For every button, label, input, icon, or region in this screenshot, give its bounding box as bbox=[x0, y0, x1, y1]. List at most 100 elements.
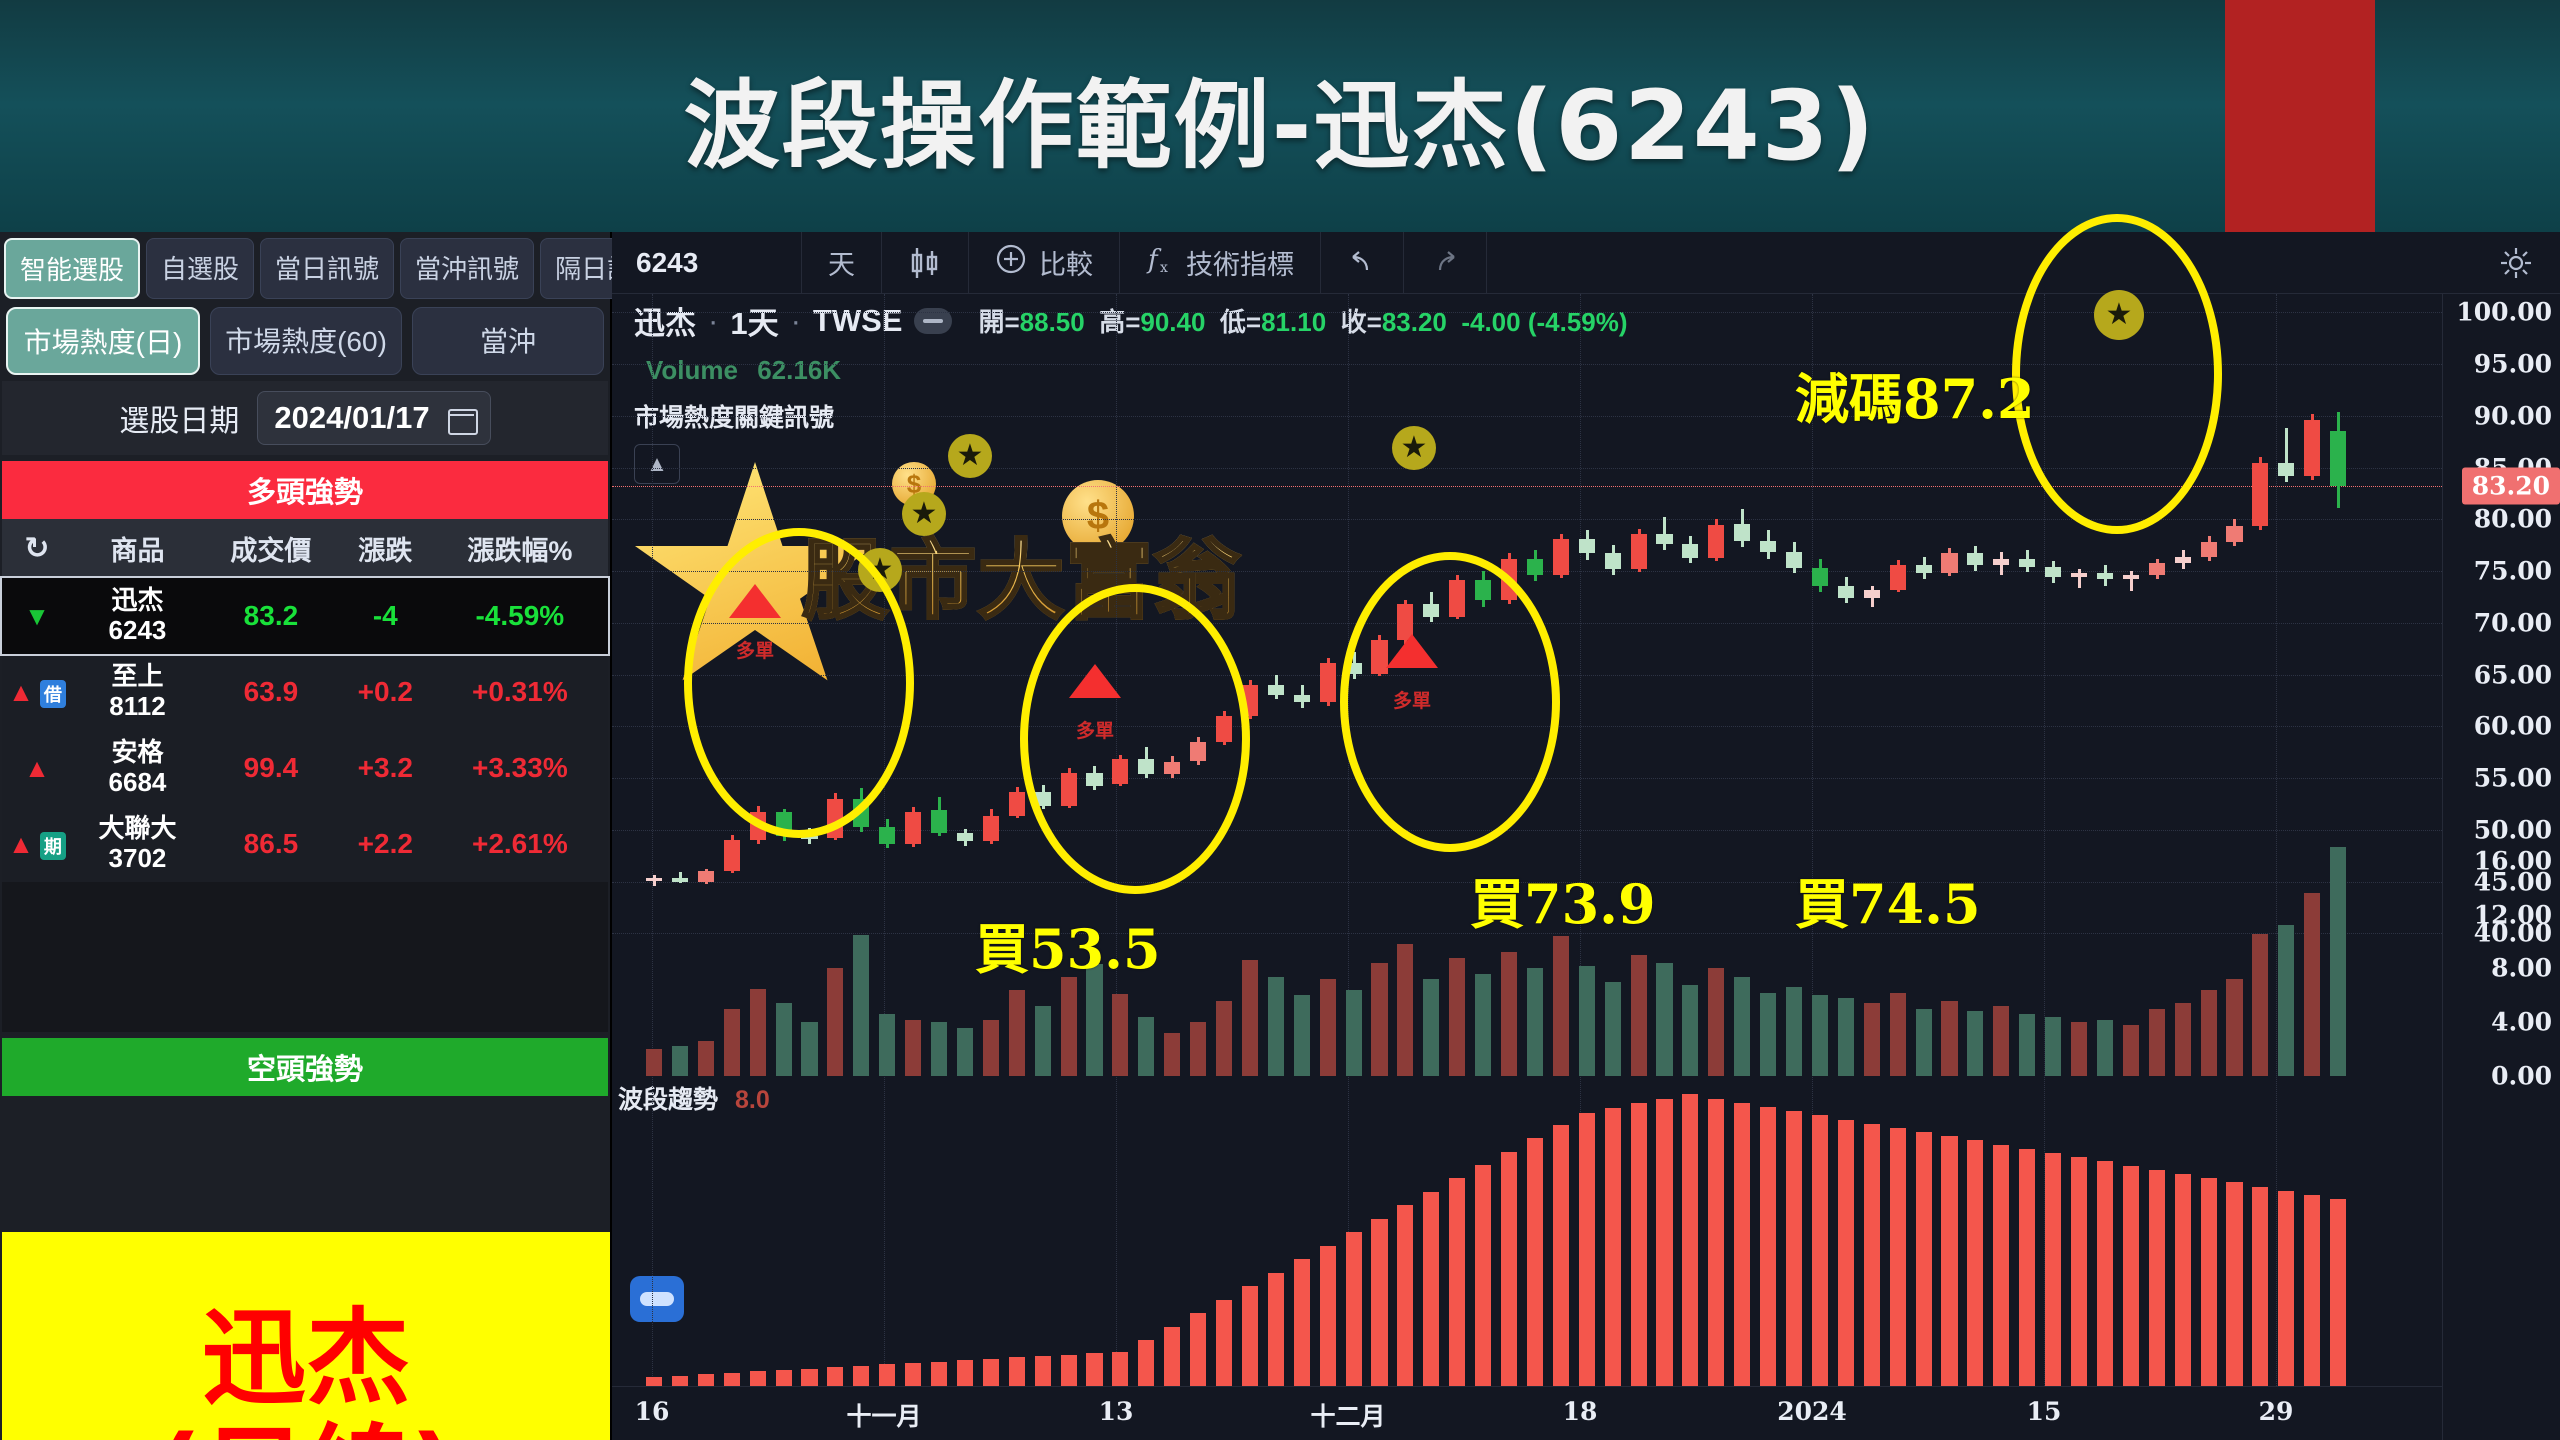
table-row[interactable]: ▲ 期 大聯大 3702 86.5 +2.2 +2.61% bbox=[2, 806, 608, 883]
symbol-search[interactable]: 6243 bbox=[612, 231, 802, 294]
interval-selector[interactable]: 天 bbox=[802, 231, 882, 294]
candle-body bbox=[1682, 544, 1699, 558]
long-strength-header: 多頭強勢 bbox=[2, 461, 608, 519]
volume-tick: 8.00 bbox=[2491, 953, 2552, 983]
candle-body bbox=[671, 878, 688, 882]
candle-body bbox=[1552, 538, 1569, 576]
trend-bar bbox=[2278, 1190, 2295, 1386]
trend-bar bbox=[1267, 1272, 1284, 1386]
cloud-upload-icon[interactable] bbox=[630, 1276, 684, 1322]
candle-body bbox=[2252, 463, 2269, 526]
trend-bar bbox=[1656, 1098, 1673, 1386]
candle-body bbox=[1630, 533, 1647, 569]
short-strength-header: 空頭強勢 bbox=[2, 1038, 608, 1097]
highlight-ellipse bbox=[1340, 552, 1560, 852]
price-tick: 65.00 bbox=[2473, 660, 2552, 690]
row-price: 99.4 bbox=[243, 752, 299, 784]
volume-bar bbox=[1811, 995, 1828, 1076]
trend-bar bbox=[2122, 1165, 2139, 1386]
candle bbox=[1293, 684, 1310, 708]
volume-bar bbox=[1034, 1006, 1051, 1076]
trend-bar bbox=[2174, 1173, 2191, 1386]
column-header-3[interactable]: 漲跌幅% bbox=[431, 519, 608, 578]
candle bbox=[671, 872, 688, 883]
volume-bar bbox=[1345, 989, 1362, 1076]
chart-plot-area[interactable]: $ $ 股市大富翁 波段趨勢 8.0 ★★★★★多單多單多單買53.5買73.9… bbox=[612, 214, 2442, 1386]
volume-bar bbox=[1112, 994, 1129, 1076]
price-axis[interactable]: 100.0095.0090.0085.0080.0075.0070.0065.0… bbox=[2442, 294, 2560, 1440]
hide-icon[interactable] bbox=[914, 307, 953, 334]
settings-button[interactable] bbox=[2472, 232, 2560, 294]
column-header-2[interactable]: 漲跌 bbox=[338, 519, 432, 578]
table-row[interactable]: ▲ 安格 6684 99.4 +3.2 +3.33% bbox=[2, 730, 608, 807]
heat-tab-0[interactable]: 市場熱度(日) bbox=[6, 307, 200, 375]
table-row[interactable]: ▼ 迅杰 6243 83.2 -4 -4.59% bbox=[0, 575, 610, 657]
candlestick-icon[interactable] bbox=[882, 231, 969, 294]
volume-bar bbox=[2200, 989, 2217, 1076]
column-header-1[interactable]: 成交價 bbox=[202, 519, 339, 578]
table-row[interactable]: ▲ 借 至上 8112 63.9 +0.2 +0.31% bbox=[2, 654, 608, 731]
volume-bar bbox=[1708, 968, 1725, 1076]
trend-bar bbox=[1578, 1112, 1595, 1386]
candle bbox=[2278, 428, 2295, 483]
main-tab-1[interactable]: 自選股 bbox=[146, 238, 255, 299]
price-tick: 55.00 bbox=[2473, 763, 2552, 793]
volume-bar bbox=[1915, 1008, 1932, 1076]
main-tab-2[interactable]: 當日訊號 bbox=[260, 238, 395, 299]
volume-bar bbox=[749, 988, 766, 1076]
trend-bar bbox=[1837, 1119, 1854, 1386]
chevron-up-icon[interactable]: ▲ bbox=[634, 444, 680, 484]
trend-bar bbox=[1086, 1353, 1103, 1386]
candle bbox=[2045, 560, 2062, 584]
stock-callout-card: 迅杰 (日線) bbox=[2, 1232, 610, 1440]
trend-bar bbox=[723, 1372, 740, 1386]
callout-line-2: (日線) bbox=[154, 1416, 457, 1440]
candle bbox=[1889, 559, 1906, 592]
calendar-icon[interactable] bbox=[447, 405, 478, 435]
volume-bar bbox=[1837, 998, 1854, 1076]
heat-tab-1[interactable]: 市場熱度(60) bbox=[210, 307, 402, 375]
candle-body bbox=[1008, 791, 1025, 817]
volume-bar bbox=[1786, 987, 1803, 1076]
compare-button[interactable]: 比較 bbox=[969, 231, 1120, 294]
trend-bar bbox=[671, 1375, 688, 1386]
trend-bar bbox=[1501, 1151, 1518, 1386]
volume-label: Volume bbox=[646, 355, 738, 385]
volume-bar bbox=[2330, 847, 2347, 1076]
trend-bar bbox=[1060, 1354, 1077, 1386]
volume-bar bbox=[1190, 1022, 1207, 1076]
main-tab-0[interactable]: 智能選股 bbox=[4, 238, 141, 299]
volume-bar bbox=[905, 1019, 922, 1076]
candle-wick bbox=[678, 872, 682, 883]
candle-body bbox=[2174, 556, 2191, 563]
volume-bar bbox=[1241, 960, 1258, 1076]
row-change-pct: +3.33% bbox=[471, 752, 568, 784]
time-axis[interactable]: 16 十一月 13 十二月 18 2024 15 29 bbox=[612, 1386, 2442, 1440]
candle bbox=[879, 819, 896, 849]
trend-bar bbox=[646, 1376, 663, 1386]
candle bbox=[2071, 569, 2088, 588]
volume-bar bbox=[1967, 1011, 1984, 1076]
volume-bar bbox=[1267, 976, 1284, 1076]
volume-bar bbox=[1630, 955, 1647, 1076]
legend-dot-1: · bbox=[708, 302, 719, 338]
trend-bar bbox=[1164, 1326, 1181, 1386]
ohlc-change: -4.00 (-4.59%) bbox=[1461, 307, 1628, 337]
trend-bar bbox=[956, 1360, 973, 1386]
candle bbox=[2304, 413, 2321, 480]
undo-button[interactable] bbox=[1321, 231, 1404, 294]
main-tab-3[interactable]: 當沖訊號 bbox=[400, 238, 535, 299]
refresh-icon[interactable]: ↻ bbox=[2, 519, 72, 578]
heat-tab-2[interactable]: 當沖 bbox=[412, 307, 604, 375]
redo-button[interactable] bbox=[1404, 231, 1487, 294]
date-input[interactable]: 2024/01/17 bbox=[257, 391, 491, 445]
trend-bar bbox=[853, 1365, 870, 1386]
date-label: 選股日期 bbox=[119, 405, 240, 438]
volume-bar bbox=[1993, 1006, 2010, 1076]
volume-bar bbox=[879, 1014, 896, 1076]
date-value: 2024/01/17 bbox=[274, 400, 430, 435]
column-header-0[interactable]: 商品 bbox=[72, 519, 203, 578]
candle bbox=[2330, 411, 2347, 508]
trend-bar bbox=[1786, 1111, 1803, 1386]
